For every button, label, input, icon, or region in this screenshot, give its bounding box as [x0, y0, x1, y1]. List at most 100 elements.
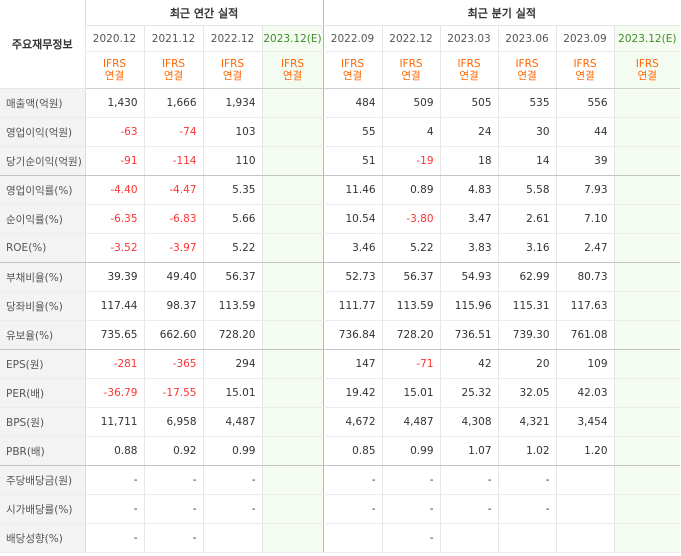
row-label: 영업이익(억원) — [0, 117, 86, 147]
period-header: 2022.12 — [202, 25, 262, 52]
period-header-row: 2020.12 2021.12 2022.12 2023.12(E) 2022.09 20… — [0, 25, 681, 52]
standard-scope: 연결 — [282, 70, 303, 82]
accounting-standard-header: IFRS 연결 — [613, 51, 681, 89]
table-cell: - — [84, 523, 144, 553]
table-row: 매출액(억원) 1,430 1,666 1,934 484 509 505 535 556 — [0, 88, 681, 118]
table-cell: 113.59 — [202, 291, 262, 321]
table-cell: 42 — [439, 349, 499, 379]
table-cell — [261, 320, 324, 350]
table-cell: 11,711 — [84, 407, 144, 437]
table-cell: 0.88 — [84, 436, 144, 466]
table-cell: 115.96 — [439, 291, 499, 321]
accounting-standard-header: IFRS 연결 — [202, 51, 262, 89]
annual-results-header: 최근 연간 실적 — [84, 0, 324, 26]
table-cell: 484 — [322, 88, 383, 118]
table-cell: 509 — [381, 88, 441, 118]
standard-scope: 연결 — [342, 70, 363, 82]
table-cell: 4.83 — [439, 175, 499, 205]
table-cell: 117.63 — [555, 291, 615, 321]
table-row: 당기순이익(억원) -91 -114 110 51 -19 18 14 39 — [0, 146, 681, 176]
table-cell: 110 — [202, 146, 262, 176]
table-cell — [261, 349, 324, 379]
table-cell — [613, 494, 681, 524]
table-cell: 7.93 — [555, 175, 615, 205]
table-cell: - — [322, 465, 383, 495]
standard-scope: 연결 — [517, 70, 537, 82]
standard-name: IFRS — [399, 58, 423, 70]
accounting-standard-header: IFRS 연결 — [84, 51, 144, 89]
table-row: 당좌비율(%) 117.44 98.37 113.59 111.77 113.59 115.… — [0, 291, 681, 321]
table-cell — [613, 117, 681, 147]
table-cell — [202, 523, 262, 553]
table-cell: -4.40 — [84, 175, 144, 205]
table-cell: 0.89 — [381, 175, 441, 205]
period-header: 2022.12 — [381, 25, 441, 52]
row-label: 순이익률(%) — [0, 204, 86, 234]
standard-name: IFRS — [340, 58, 365, 70]
table-row: 순이익률(%) -6.35 -6.83 5.66 10.54 -3.80 3.47 2.61 7… — [0, 204, 681, 234]
table-cell: - — [202, 465, 262, 495]
table-cell — [613, 523, 681, 553]
table-cell: 51 — [322, 146, 383, 176]
table-cell — [261, 523, 324, 553]
table-cell: 2.47 — [555, 233, 615, 263]
table-cell: 19.42 — [322, 378, 383, 408]
table-cell: 0.92 — [143, 436, 203, 466]
table-cell — [613, 204, 681, 234]
table-cell: -4.47 — [143, 175, 203, 205]
row-label-header: 주요재무정보 — [0, 0, 85, 89]
table-cell: -365 — [143, 349, 203, 379]
table-cell: 42.03 — [555, 378, 615, 408]
table-cell: 3,454 — [555, 407, 615, 437]
row-label: 당좌비율(%) — [0, 291, 86, 321]
table-row: 주당배당금(원) - - - - - - - — [0, 465, 681, 495]
table-cell — [439, 523, 499, 553]
table-cell — [613, 88, 681, 118]
table-cell: - — [84, 465, 144, 495]
standard-name: IFRS — [515, 58, 539, 70]
table-cell — [613, 175, 681, 205]
table-cell: -3.97 — [143, 233, 203, 263]
table-cell — [613, 320, 681, 350]
table-cell — [613, 146, 681, 176]
period-header: 2023.06 — [497, 25, 557, 52]
standard-name: IFRS — [161, 58, 186, 70]
table-cell: -36.79 — [84, 378, 144, 408]
table-cell: -281 — [84, 349, 144, 379]
table-cell: -6.83 — [143, 204, 203, 234]
accounting-standard-header: IFRS 연결 — [439, 51, 499, 89]
table-cell: -114 — [143, 146, 203, 176]
table-cell — [613, 262, 681, 292]
table-cell: 80.73 — [555, 262, 615, 292]
row-label: 매출액(억원) — [0, 88, 86, 118]
table-cell: 111.77 — [322, 291, 383, 321]
table-cell: - — [143, 465, 203, 495]
table-cell: -3.52 — [84, 233, 144, 263]
table-cell: 739.30 — [497, 320, 557, 350]
table-cell: 1,666 — [143, 88, 203, 118]
table-cell — [261, 436, 324, 466]
standard-scope: 연결 — [637, 70, 657, 82]
table-cell: 662.60 — [143, 320, 203, 350]
row-label: PBR(배) — [0, 436, 86, 466]
table-cell — [261, 494, 324, 524]
table-row: 영업이익(억원) -63 -74 103 55 4 24 30 44 — [0, 117, 681, 147]
table-cell: 736.84 — [322, 320, 383, 350]
table-cell: 113.59 — [381, 291, 441, 321]
table-cell — [261, 407, 324, 437]
table-cell — [261, 233, 324, 263]
table-cell: 7.10 — [555, 204, 615, 234]
row-label: 주당배당금(원) — [0, 465, 86, 495]
table-cell: 736.51 — [439, 320, 499, 350]
table-cell: 54.93 — [439, 262, 499, 292]
standard-scope: 연결 — [401, 70, 421, 82]
table-cell: - — [497, 494, 557, 524]
table-cell: 2.61 — [497, 204, 557, 234]
table-cell: 11.46 — [322, 175, 383, 205]
table-cell: 49.40 — [143, 262, 203, 292]
standard-scope: 연결 — [104, 70, 125, 82]
accounting-standard-header: IFRS 연결 — [381, 51, 441, 89]
table-cell: - — [381, 465, 441, 495]
period-header: 2021.12 — [143, 25, 203, 52]
table-cell — [613, 436, 681, 466]
